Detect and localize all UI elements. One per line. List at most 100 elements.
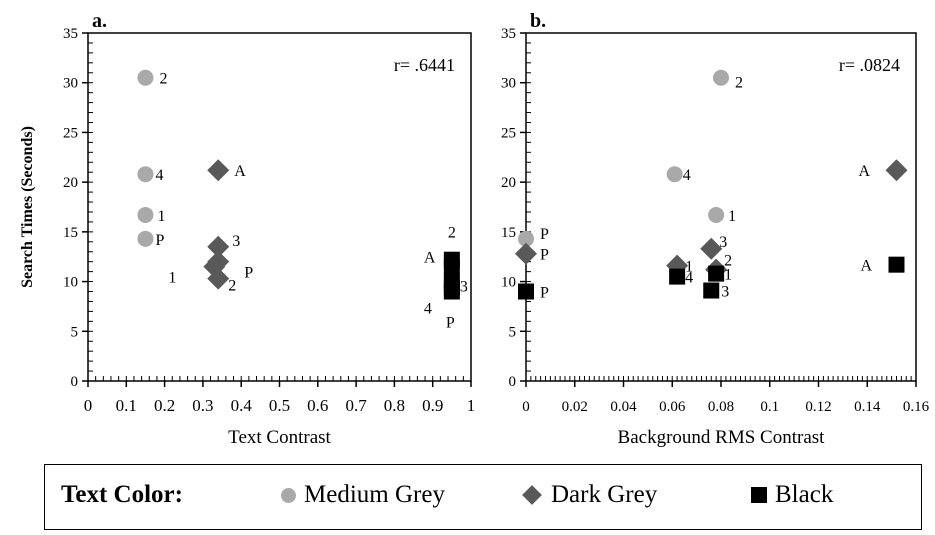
x-tick-label: 0.12 bbox=[805, 399, 831, 415]
point-label: P bbox=[446, 315, 455, 332]
x-tick-label: 1 bbox=[467, 396, 476, 415]
diamond-marker-icon bbox=[522, 485, 542, 505]
data-point-circle bbox=[708, 206, 725, 223]
x-tick-label: 0.3 bbox=[192, 396, 213, 415]
y-tick-label: 25 bbox=[63, 125, 78, 141]
point-label: 2 bbox=[159, 71, 167, 88]
y-tick-label: 25 bbox=[501, 125, 516, 141]
legend-title: Text Color: bbox=[61, 481, 183, 508]
y-tick-label: 30 bbox=[501, 76, 516, 92]
figure: 0 0.1 0.2 0.3 0.4 0.5 0.6 0.7 0.8 0.9 105101520253… bbox=[19, 10, 930, 448]
data-point-diamond bbox=[207, 159, 230, 182]
x-tick-label: 0.02 bbox=[562, 399, 588, 415]
correlation-annotation: r= .6441 bbox=[394, 55, 455, 75]
y-tick-label: 15 bbox=[501, 225, 516, 241]
data-point-square bbox=[708, 265, 725, 282]
legend-label: Medium Grey bbox=[304, 481, 445, 508]
panel-label: a. bbox=[92, 10, 107, 32]
x-tick-label: 0.1 bbox=[116, 396, 137, 415]
y-tick-label: 0 bbox=[71, 374, 79, 390]
data-point-circle bbox=[137, 206, 154, 223]
point-label: 3 bbox=[721, 284, 729, 301]
data-point-circle bbox=[518, 230, 534, 247]
legend-label: Dark Grey bbox=[551, 481, 658, 508]
point-label: A bbox=[424, 250, 436, 267]
x-tick-label: 0.2 bbox=[154, 396, 175, 415]
legend-item-dark-grey: Dark Grey bbox=[521, 481, 657, 509]
y-axis-label: Search Times (Seconds) bbox=[19, 126, 36, 288]
point-label: A bbox=[234, 163, 246, 180]
data-point-circle bbox=[713, 69, 729, 86]
data-point-circle bbox=[137, 166, 154, 183]
x-tick-label: 0.8 bbox=[384, 396, 405, 415]
point-label: 2 bbox=[735, 75, 743, 92]
x-tick-label: 0.6 bbox=[307, 396, 328, 415]
y-tick-label: 20 bbox=[501, 175, 516, 191]
point-label: A bbox=[859, 163, 871, 180]
point-label: 1 bbox=[685, 259, 693, 276]
x-tick-label: 0.16 bbox=[903, 399, 930, 415]
y-tick-label: 35 bbox=[63, 26, 78, 42]
point-label: 1 bbox=[724, 267, 732, 284]
data-point-circle bbox=[137, 69, 154, 86]
x-tick-label: 0.5 bbox=[269, 396, 290, 415]
point-label: P bbox=[155, 232, 164, 249]
point-label: P bbox=[540, 247, 549, 264]
y-tick-label: 0 bbox=[509, 374, 517, 390]
y-tick-label: 5 bbox=[509, 324, 517, 340]
data-point-diamond bbox=[207, 235, 230, 258]
x-tick-label: 0.7 bbox=[345, 396, 367, 415]
legend-label: Black bbox=[775, 481, 834, 508]
correlation-annotation: r= .0824 bbox=[839, 55, 900, 75]
x-axis-label: Text Contrast bbox=[228, 427, 331, 448]
y-tick-label: 5 bbox=[71, 324, 79, 340]
data-point-diamond bbox=[700, 237, 723, 260]
legend: Text Color: Medium Grey Dark Grey Black bbox=[44, 464, 922, 530]
data-point-square bbox=[518, 283, 534, 300]
y-tick-label: 10 bbox=[501, 275, 516, 291]
y-tick-label: 10 bbox=[63, 275, 78, 291]
panel-label: b. bbox=[530, 10, 546, 32]
point-label: 3 bbox=[460, 279, 468, 296]
data-point-square bbox=[703, 282, 720, 299]
point-label: 3 bbox=[232, 233, 240, 250]
point-label: P bbox=[244, 265, 253, 282]
point-label: P bbox=[540, 226, 549, 243]
y-tick-label: 15 bbox=[63, 225, 78, 241]
point-label: 4 bbox=[685, 270, 693, 287]
point-label: 1 bbox=[168, 270, 176, 287]
data-point-diamond bbox=[885, 159, 908, 182]
data-point-diamond bbox=[207, 267, 230, 290]
circle-marker-icon bbox=[281, 487, 296, 503]
point-label: 2 bbox=[724, 253, 732, 270]
data-point-square bbox=[888, 256, 905, 273]
square-marker-icon bbox=[751, 487, 767, 503]
point-label: 2 bbox=[448, 225, 456, 242]
point-label: 1 bbox=[728, 208, 736, 225]
x-tick-label: 0.08 bbox=[708, 399, 734, 415]
y-tick-label: 30 bbox=[63, 76, 78, 92]
point-label: 2 bbox=[228, 278, 236, 295]
x-tick-label: 0 bbox=[84, 396, 93, 415]
x-tick-label: 0.1 bbox=[760, 399, 779, 415]
data-point-diamond bbox=[515, 242, 537, 265]
data-point-square bbox=[669, 268, 686, 285]
x-tick-label: 0.9 bbox=[422, 396, 443, 415]
point-label: 4 bbox=[155, 167, 163, 184]
x-tick-label: 0.14 bbox=[854, 399, 881, 415]
data-point-circle bbox=[666, 166, 683, 183]
point-label: A bbox=[861, 258, 873, 275]
x-tick-label: 0.04 bbox=[610, 399, 637, 415]
x-tick-label: 0.06 bbox=[659, 399, 686, 415]
legend-item-black: Black bbox=[751, 481, 833, 509]
x-tick-label: 0.4 bbox=[231, 396, 253, 415]
data-point-square bbox=[443, 283, 460, 300]
x-axis-label: Background RMS Contrast bbox=[618, 427, 826, 448]
point-label: P bbox=[540, 285, 549, 302]
data-point-circle bbox=[137, 230, 154, 247]
point-label: 4 bbox=[424, 301, 432, 318]
point-label: 4 bbox=[683, 167, 691, 184]
point-label: 3 bbox=[719, 234, 727, 251]
y-tick-label: 20 bbox=[63, 175, 78, 191]
y-tick-label: 35 bbox=[501, 26, 516, 42]
